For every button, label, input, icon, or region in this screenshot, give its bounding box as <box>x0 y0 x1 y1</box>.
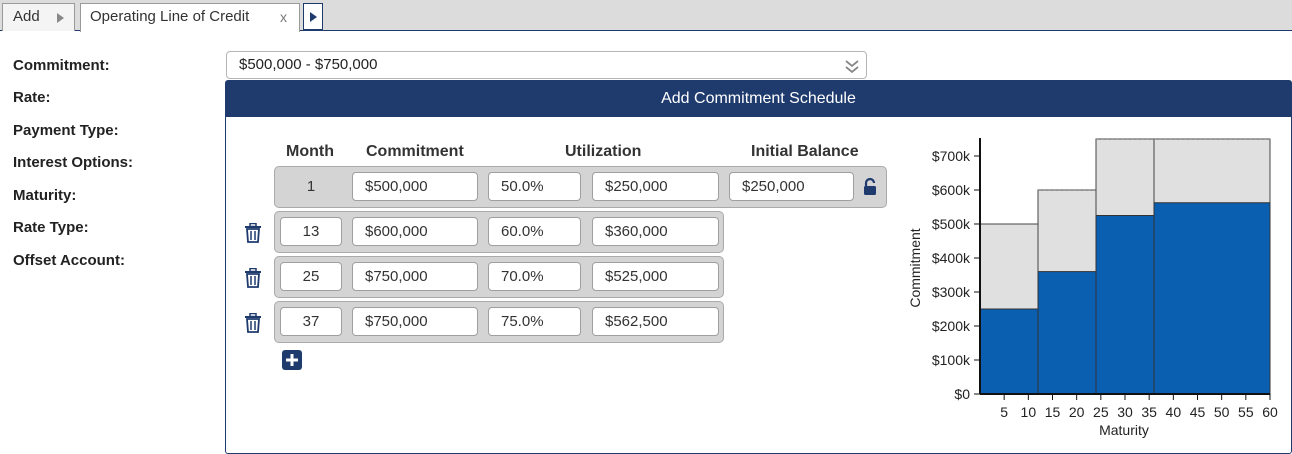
commitment-input[interactable]: $750,000 <box>352 307 478 336</box>
tab-add-label: Add <box>13 8 40 25</box>
row-month: 1 <box>306 178 316 195</box>
label-commitment: Commitment: <box>13 57 110 74</box>
commitment-input[interactable]: $750,000 <box>352 262 478 291</box>
add-row-button[interactable] <box>282 350 302 370</box>
commitment-input[interactable]: $500,000 <box>352 172 478 201</box>
utilization-amount-input[interactable]: $525,000 <box>592 262 719 291</box>
x-tick-label: 55 <box>1238 404 1254 420</box>
header-month: Month <box>286 143 334 160</box>
label-rate: Rate: <box>13 89 51 106</box>
panel-title: Add Commitment Schedule <box>226 81 1291 117</box>
close-icon[interactable]: x <box>280 9 287 25</box>
month-input[interactable]: 13 <box>280 217 342 246</box>
x-tick-label: 5 <box>1000 404 1008 420</box>
y-tick-label: $0 <box>954 386 970 402</box>
commitment-select[interactable]: $500,000 - $750,000 <box>226 51 867 79</box>
header-commitment: Commitment <box>366 143 464 160</box>
x-tick-label: 45 <box>1190 404 1206 420</box>
tab-add[interactable]: Add <box>2 3 75 31</box>
x-tick-label: 50 <box>1214 404 1230 420</box>
utilization-percent-input[interactable]: 50.0% <box>488 172 581 201</box>
y-tick-label: $700k <box>932 148 971 164</box>
x-tick-label: 60 <box>1262 404 1278 420</box>
initial-balance-input[interactable]: $250,000 <box>729 172 854 201</box>
y-tick-label: $600k <box>932 182 971 198</box>
trash-icon[interactable] <box>244 223 262 243</box>
chart-x-ticks: 5 10 15 20 25 30 35 40 45 50 55 60 <box>1000 394 1278 420</box>
commitment-select-value: $500,000 - $750,000 <box>239 56 378 73</box>
double-chevron-down-icon <box>845 60 859 74</box>
x-tick-label: 40 <box>1166 404 1182 420</box>
utilization-percent-input[interactable]: 70.0% <box>488 262 581 291</box>
y-tick-label: $400k <box>932 250 971 266</box>
tab-active-label: Operating Line of Credit <box>90 8 250 25</box>
chart-bars <box>979 138 1271 395</box>
chart-y-axis-label: Commitment <box>907 228 923 307</box>
utilization-percent-input[interactable]: 75.0% <box>488 307 581 336</box>
utilization-bar <box>1153 202 1271 395</box>
x-tick-label: 25 <box>1093 404 1109 420</box>
label-interest-options: Interest Options: <box>13 154 134 171</box>
x-tick-label: 10 <box>1021 404 1037 420</box>
month-input[interactable]: 25 <box>280 262 342 291</box>
y-tick-label: $300k <box>932 284 971 300</box>
tab-scroll-right-button[interactable] <box>303 3 323 30</box>
utilization-bar <box>1095 215 1155 395</box>
utilization-amount-input[interactable]: $250,000 <box>592 172 719 201</box>
y-tick-label: $200k <box>932 318 971 334</box>
x-tick-label: 20 <box>1069 404 1085 420</box>
tab-bar: Add Operating Line of Credit x <box>0 0 1292 32</box>
triangle-right-icon <box>57 13 64 23</box>
utilization-percent-input[interactable]: 60.0% <box>488 217 581 246</box>
utilization-bar <box>1037 271 1097 395</box>
trash-icon[interactable] <box>244 268 262 288</box>
label-offset-account: Offset Account: <box>13 252 125 269</box>
utilization-amount-input[interactable]: $360,000 <box>592 217 719 246</box>
x-tick-label: 30 <box>1117 404 1133 420</box>
x-tick-label: 35 <box>1141 404 1157 420</box>
tab-operating-line-of-credit[interactable]: Operating Line of Credit x <box>80 3 300 32</box>
x-tick-label: 15 <box>1045 404 1061 420</box>
label-payment-type: Payment Type: <box>13 122 119 139</box>
label-maturity: Maturity: <box>13 187 77 204</box>
label-rate-type: Rate Type: <box>13 219 89 236</box>
header-utilization: Utilization <box>565 143 642 160</box>
unlock-icon[interactable] <box>861 177 879 197</box>
y-tick-label: $100k <box>932 352 971 368</box>
chart-x-axis-label: Maturity <box>1099 422 1149 438</box>
month-input[interactable]: 37 <box>280 307 342 336</box>
y-tick-label: $500k <box>932 216 971 232</box>
utilization-amount-input[interactable]: $562,500 <box>592 307 719 336</box>
utilization-bar <box>979 308 1039 395</box>
commitment-input[interactable]: $600,000 <box>352 217 478 246</box>
triangle-right-icon <box>310 12 317 22</box>
chart-y-ticks: $0 $100k $200k $300k $400k $500k $600k $700k <box>932 148 980 402</box>
header-initial-balance: Initial Balance <box>751 143 859 160</box>
trash-icon[interactable] <box>244 313 262 333</box>
